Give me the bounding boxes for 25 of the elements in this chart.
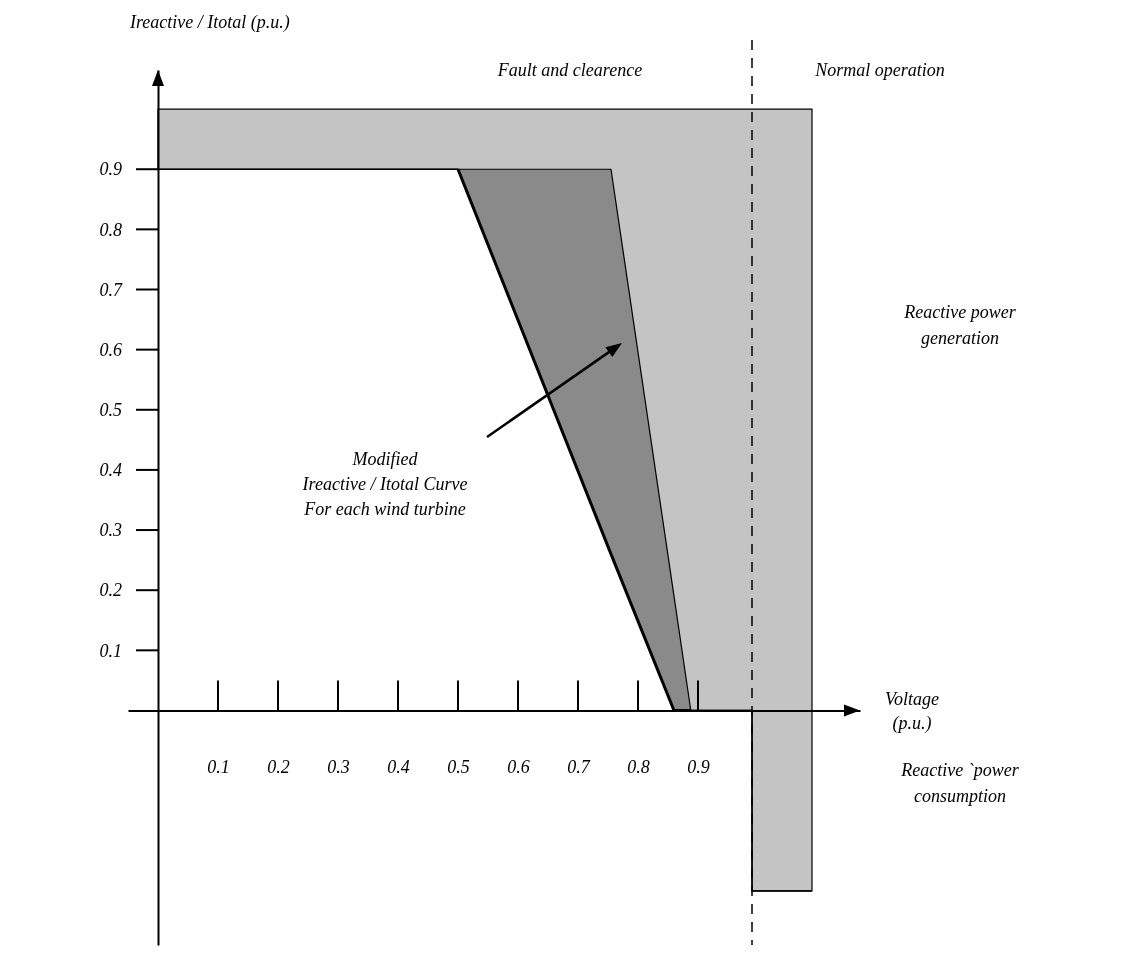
text: Reactive power generation <box>903 302 1017 348</box>
y-tick-label: 0.8 <box>99 219 122 240</box>
y-tick-label: 0.6 <box>99 339 122 360</box>
annotation: Normal operation <box>814 60 945 80</box>
y-tick-label: 0.3 <box>99 520 122 541</box>
x-tick-label: 0.3 <box>327 757 350 778</box>
x-axis-title: Voltage (p.u.) <box>885 689 939 734</box>
x-tick-label: 0.2 <box>267 757 290 778</box>
x-tick-label: 0.4 <box>387 757 410 778</box>
y-axis-title: Ireactive / Itotal (p.u.) <box>129 12 290 33</box>
y-tick-label: 0.7 <box>99 279 123 300</box>
y-tick-label: 0.2 <box>99 580 122 601</box>
x-tick-label: 0.1 <box>207 757 230 778</box>
text: Reactive `power consumption <box>900 760 1020 806</box>
y-tick-label: 0.5 <box>99 400 122 421</box>
x-tick-label: 0.5 <box>447 757 470 778</box>
x-tick-label: 0.8 <box>627 757 650 778</box>
annotation: Fault and clearence <box>496 60 643 80</box>
y-tick-label: 0.9 <box>99 159 122 180</box>
annotation: Modified Ireactive / Itotal Curve For each wind turbine <box>301 449 468 519</box>
y-tick-label: 0.1 <box>99 640 122 661</box>
x-tick-label: 0.6 <box>507 757 530 778</box>
x-tick-label: 0.9 <box>687 757 710 778</box>
y-tick-label: 0.4 <box>99 460 122 481</box>
x-tick-label: 0.7 <box>567 757 591 778</box>
